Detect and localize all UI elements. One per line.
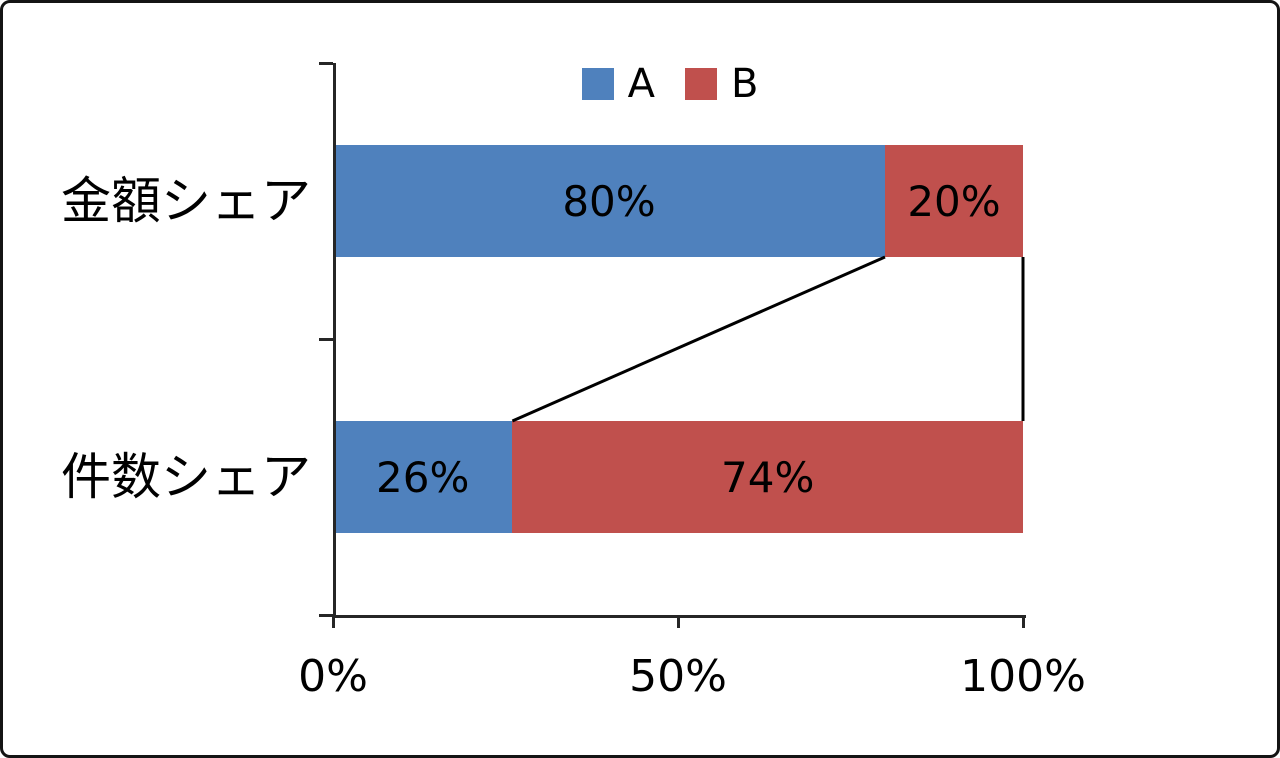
x-axis-tick-label: 0% <box>298 651 368 702</box>
y-axis-line <box>333 63 336 618</box>
legend-label-b: B <box>730 61 759 107</box>
series-line-a <box>511 255 886 423</box>
bar-segment-a-cat1: 26% <box>333 421 513 533</box>
legend-swatch-b <box>684 68 717 100</box>
legend-label-a: A <box>627 61 655 107</box>
category-label: 件数シェア <box>61 448 311 506</box>
y-axis-tick <box>319 62 333 65</box>
data-label: 80% <box>562 176 656 226</box>
bar-segment-b-cat1: 74% <box>512 421 1023 533</box>
data-label: 74% <box>721 452 815 502</box>
x-axis-tick-label: 50% <box>629 651 727 702</box>
x-axis-tick <box>1022 615 1025 628</box>
bar-segment-a-cat0: 80% <box>333 145 885 257</box>
y-axis-tick <box>319 614 333 617</box>
x-axis-tick <box>332 615 335 628</box>
y-axis-tick <box>319 338 333 341</box>
x-axis-tick-label: 100% <box>960 651 1086 702</box>
x-axis-tick <box>677 615 680 628</box>
category-label: 金額シェア <box>61 172 311 230</box>
bar-segment-b-cat0: 20% <box>885 145 1023 257</box>
legend-swatch-a <box>581 68 614 100</box>
series-connector-lines <box>511 255 1025 423</box>
chart-legend: A B <box>333 61 1023 107</box>
data-label: 20% <box>907 176 1001 226</box>
data-label: 26% <box>376 452 470 502</box>
